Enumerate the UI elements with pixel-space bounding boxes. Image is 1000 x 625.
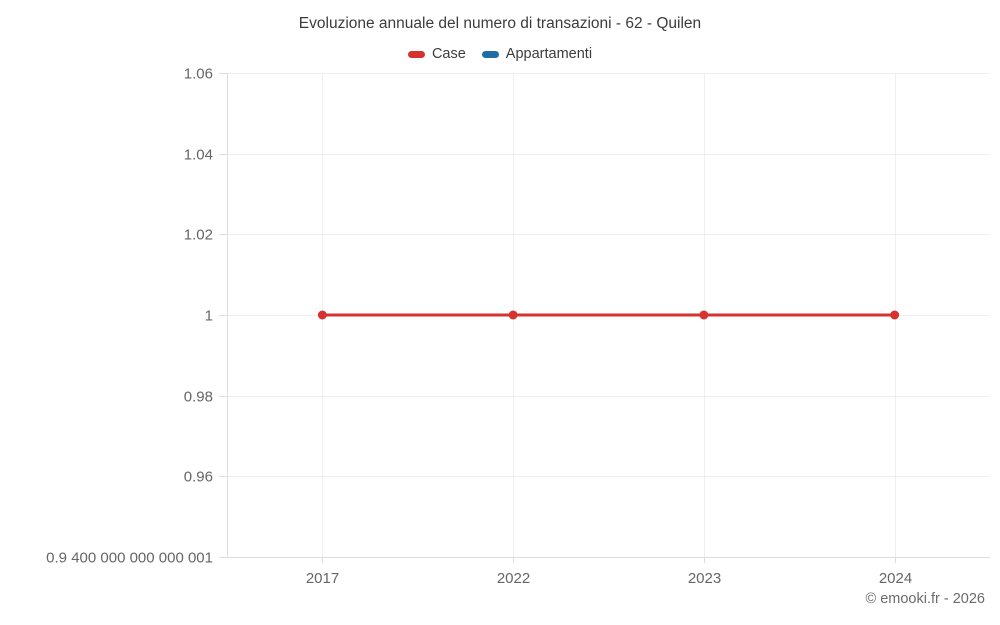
y-axis-label: 1.06 bbox=[184, 66, 213, 83]
data-point-case[interactable] bbox=[699, 310, 709, 320]
data-point-case[interactable] bbox=[317, 310, 327, 320]
data-point-case[interactable] bbox=[508, 310, 518, 320]
y-axis-label: 1 bbox=[205, 308, 213, 325]
legend-label: Case bbox=[431, 46, 466, 62]
x-axis-label: 2022 bbox=[497, 570, 530, 587]
data-point-case[interactable] bbox=[890, 310, 900, 320]
chart-title: Evoluzione annuale del numero di transaz… bbox=[298, 15, 702, 32]
y-axis-label: 1.04 bbox=[184, 147, 213, 164]
y-axis-label: 0.9 400 000 000 000 001 bbox=[46, 550, 213, 567]
chart-legend: Case Appartamenti bbox=[0, 46, 1000, 62]
legend-swatch-icon bbox=[407, 50, 425, 58]
legend-item-appartamenti[interactable]: Appartamenti bbox=[481, 46, 593, 62]
y-axis-label: 0.96 bbox=[184, 469, 213, 486]
legend-item-case[interactable]: Case bbox=[407, 46, 466, 62]
x-axis-label: 2017 bbox=[306, 570, 339, 587]
y-axis-label: 1.02 bbox=[184, 227, 213, 244]
y-axis-label: 0.98 bbox=[184, 389, 213, 406]
x-axis-label: 2023 bbox=[688, 570, 721, 587]
copyright-credit: © emooki.fr - 2026 bbox=[865, 591, 985, 607]
legend-label: Appartamenti bbox=[505, 46, 593, 62]
legend-swatch-icon bbox=[481, 50, 499, 58]
x-axis-label: 2024 bbox=[879, 570, 912, 587]
